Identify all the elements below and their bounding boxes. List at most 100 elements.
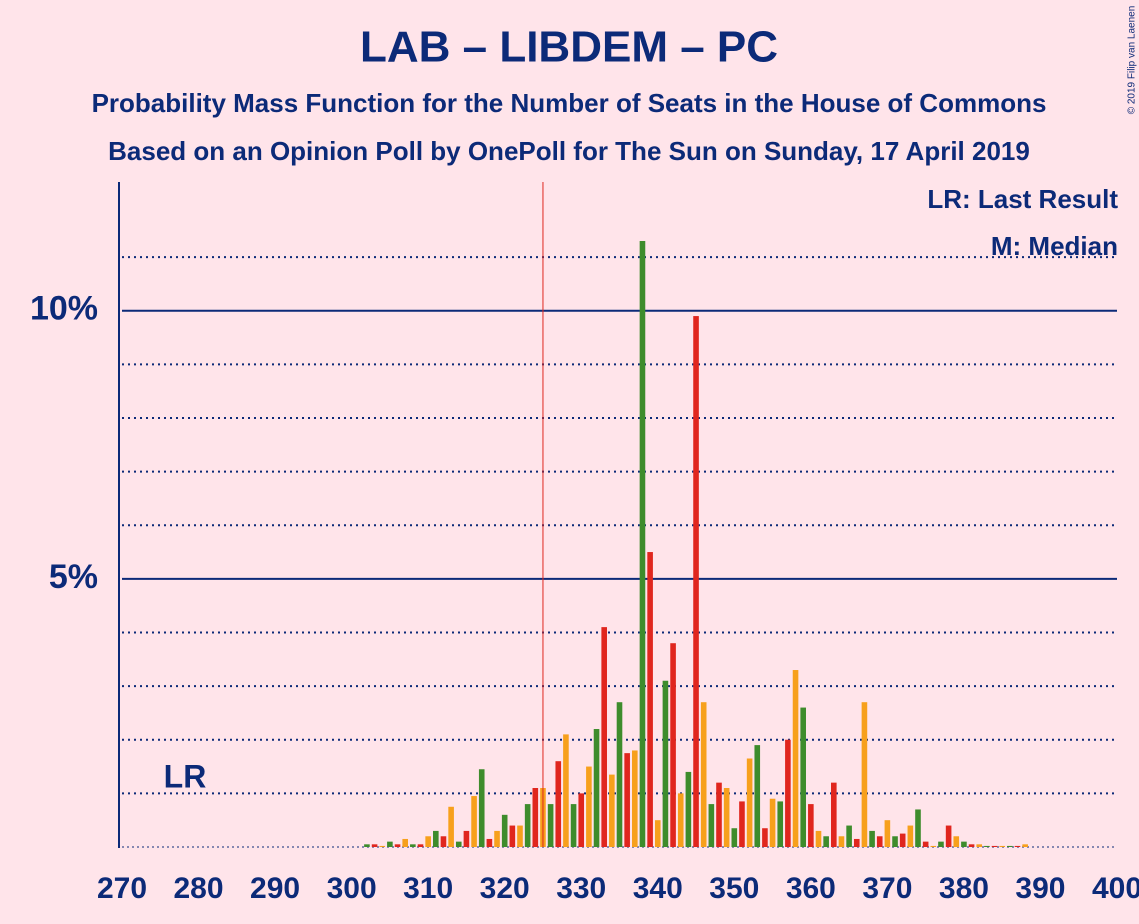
bar (685, 771, 692, 847)
x-tick-label: 280 (174, 872, 224, 905)
bar (662, 680, 669, 847)
bar (838, 836, 845, 847)
bar (899, 833, 906, 847)
x-tick-label: 270 (97, 872, 147, 905)
bar (792, 670, 799, 847)
bar (670, 643, 676, 847)
bar (999, 845, 1005, 847)
bar (647, 552, 653, 847)
y-tick-label: 10% (30, 290, 98, 328)
bar (387, 841, 393, 847)
x-tick-label: 380 (939, 872, 989, 905)
bar (547, 804, 554, 847)
bar (563, 734, 569, 847)
legend-entry: M: Median (991, 231, 1118, 261)
bar (884, 820, 891, 847)
bar (769, 798, 776, 847)
subtitle: Based on an Opinion Poll by OnePoll for … (108, 136, 1030, 166)
bar (861, 702, 868, 847)
bar (762, 828, 768, 847)
bar (930, 845, 937, 847)
bar (632, 750, 638, 847)
bar (394, 844, 401, 847)
bar (677, 793, 684, 847)
bar (1014, 845, 1021, 847)
bar (808, 804, 814, 847)
bar (639, 240, 646, 847)
bar (609, 774, 615, 847)
x-tick-label: 340 (633, 872, 683, 905)
x-tick-label: 370 (862, 872, 912, 905)
bar (593, 729, 600, 847)
bar (601, 627, 607, 847)
bar (785, 739, 791, 847)
bar (716, 782, 722, 847)
bar (700, 702, 707, 847)
bar (777, 801, 784, 847)
bar (976, 844, 983, 847)
x-tick-label: 290 (250, 872, 300, 905)
bar (532, 788, 539, 847)
bar (402, 838, 408, 847)
bar (448, 806, 454, 847)
x-tick-label: 390 (1015, 872, 1065, 905)
bar (517, 825, 523, 847)
x-tick-label: 300 (327, 872, 377, 905)
y-tick-label: 5% (49, 558, 98, 596)
bar (823, 836, 829, 847)
bar (815, 830, 822, 847)
bar (731, 828, 738, 847)
bar (654, 820, 661, 847)
x-tick-label: 400 (1092, 872, 1139, 905)
bar (371, 844, 378, 847)
bar (693, 316, 699, 847)
bar (379, 845, 386, 847)
bar (892, 836, 898, 847)
bar (945, 825, 952, 847)
bar (417, 844, 424, 847)
bar (555, 761, 562, 847)
bar (616, 702, 623, 847)
bar (578, 793, 585, 847)
bar (455, 841, 462, 847)
bar (754, 745, 761, 847)
copyright: © 2019 Filip van Laenen (1127, 6, 1138, 115)
bar (953, 836, 960, 847)
bar (471, 796, 477, 847)
x-tick-label: 360 (786, 872, 836, 905)
bar (846, 825, 852, 847)
bar (494, 830, 500, 847)
bar (486, 838, 493, 847)
x-tick-label: 320 (480, 872, 530, 905)
bar (723, 788, 730, 847)
bar (922, 841, 929, 847)
x-tick-label: 350 (709, 872, 759, 905)
legend-entry: LR: Last Result (927, 184, 1118, 214)
bar (1007, 845, 1013, 847)
bar (478, 769, 485, 847)
bar (984, 845, 990, 847)
bar (915, 809, 921, 847)
bar (586, 766, 592, 847)
bar (853, 838, 860, 847)
bar (410, 844, 416, 847)
bar (501, 814, 508, 847)
bar (746, 758, 753, 847)
bar (509, 825, 516, 847)
bar (869, 830, 875, 847)
bar (463, 830, 470, 847)
bar (876, 836, 883, 847)
bar (364, 844, 370, 847)
bar (907, 825, 914, 847)
x-tick-label: 310 (403, 872, 453, 905)
bar (968, 844, 975, 847)
chart-title: LAB – LIBDEM – PC (360, 23, 778, 72)
bar (938, 841, 944, 847)
bar (433, 830, 439, 847)
bar (800, 707, 806, 847)
bar (961, 841, 967, 847)
subtitle: Probability Mass Function for the Number… (92, 88, 1047, 118)
bar (739, 801, 745, 847)
bar (524, 804, 531, 847)
